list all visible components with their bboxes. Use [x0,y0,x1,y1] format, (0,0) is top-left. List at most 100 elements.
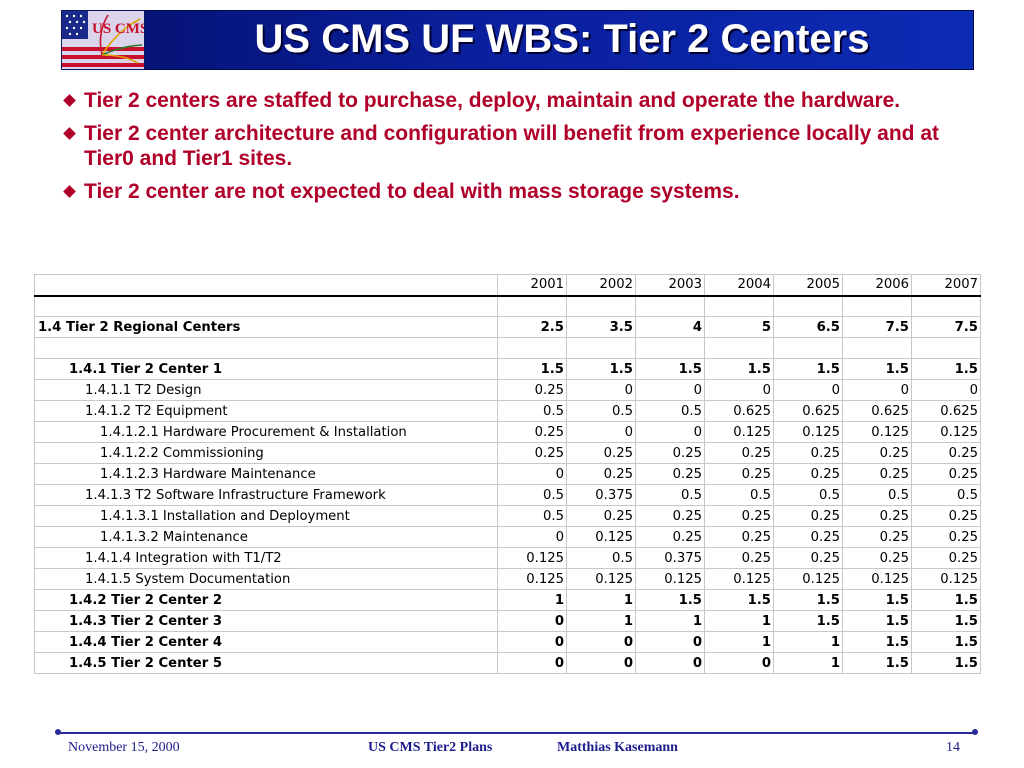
cell-value [911,337,981,359]
cell-value: 0 [497,652,567,674]
cell-value: 0 [773,379,843,401]
cell-value [773,295,843,317]
cell-value: 0.625 [704,400,774,422]
cell-value: 0 [566,631,636,653]
year-header: 2002 [566,274,636,297]
cell-value: 0.25 [635,442,705,464]
cell-value [773,337,843,359]
diamond-bullet-icon [63,94,76,107]
cell-value: 0.5 [566,547,636,569]
row-label: 1.4.1 Tier 2 Center 1 [34,358,498,380]
cell-value [635,337,705,359]
cell-value: 0 [497,610,567,632]
table-row: 1.4.1.2.2 Commissioning 0.25 0.25 0.25 0… [34,442,981,464]
cell-value: 0 [635,631,705,653]
diamond-bullet-icon [63,185,76,198]
cell-value: 0.25 [566,505,636,527]
cell-value: 0.25 [704,463,774,485]
table-row [34,337,981,359]
table-row: 1.4.1.3 T2 Software Infrastructure Frame… [34,484,981,506]
cell-value: 0.125 [704,568,774,590]
row-label [34,295,498,317]
cell-value: 0.25 [773,505,843,527]
bullet-item: Tier 2 center are not expected to deal w… [63,179,963,204]
cell-value: 1.5 [566,358,636,380]
page-number: 14 [946,740,960,755]
cell-value: 0.25 [704,442,774,464]
cell-value: 0.125 [911,421,981,443]
cell-value: 1.5 [773,610,843,632]
cell-value: 1.5 [842,652,912,674]
row-label: 1.4.5 Tier 2 Center 5 [34,652,498,674]
year-header: 2003 [635,274,705,297]
cell-value: 0.375 [635,547,705,569]
cell-value: 4 [635,316,705,338]
cell-value: 0.25 [911,442,981,464]
page-title: US CMS UF WBS: Tier 2 Centers [254,17,870,61]
footer-divider [58,732,976,734]
table-row: 1.4.1.2.3 Hardware Maintenance 0 0.25 0.… [34,463,981,485]
row-label: 1.4.2 Tier 2 Center 2 [34,589,498,611]
cell-value: 0.625 [842,400,912,422]
year-header: 2005 [773,274,843,297]
cell-value: 0.5 [911,484,981,506]
logo-text: US CMS [92,21,144,37]
cell-value: 0 [497,526,567,548]
cell-value: 7.5 [911,316,981,338]
cell-value: 7.5 [842,316,912,338]
cell-value: 1.5 [635,358,705,380]
table-row: 1.4.1 Tier 2 Center 1 1.5 1.5 1.5 1.5 1.… [34,358,981,380]
cell-value: 1.5 [773,589,843,611]
cell-value: 0.5 [704,484,774,506]
cell-value: 1.5 [704,589,774,611]
cell-value [911,295,981,317]
wbs-table: 2001 2002 2003 2004 2005 2006 2007 1.4 T… [34,274,981,674]
row-label [34,337,498,359]
cell-value: 1 [566,589,636,611]
cell-value: 0.25 [704,526,774,548]
cell-value: 3.5 [566,316,636,338]
cell-value: 1 [566,610,636,632]
cell-value: 0.25 [773,526,843,548]
cell-value: 0.25 [842,463,912,485]
cell-value: 0 [566,379,636,401]
table-row: 1.4.1.5 System Documentation 0.125 0.125… [34,568,981,590]
bullet-text: Tier 2 centers are staffed to purchase, … [84,89,901,112]
table-row: 1.4.1.4 Integration with T1/T2 0.125 0.5… [34,547,981,569]
row-label: 1.4.1.3.1 Installation and Deployment [34,505,498,527]
cell-value: 1.5 [773,358,843,380]
bullet-text: Tier 2 center are not expected to deal w… [84,180,740,203]
cell-value: 0.5 [635,400,705,422]
cell-value: 0.125 [497,547,567,569]
cell-value: 0.25 [842,526,912,548]
cell-value: 0.375 [566,484,636,506]
table-row: 1.4.1.2 T2 Equipment 0.5 0.5 0.5 0.625 0… [34,400,981,422]
cell-value: 0 [704,379,774,401]
row-label: 1.4.4 Tier 2 Center 4 [34,631,498,653]
cell-value: 1.5 [911,652,981,674]
cell-value [566,295,636,317]
row-label: 1.4.1.2.2 Commissioning [34,442,498,464]
cell-value: 0.125 [635,568,705,590]
table-row: 1.4.2 Tier 2 Center 2 1 1 1.5 1.5 1.5 1.… [34,589,981,611]
row-label: 1.4.1.2.1 Hardware Procurement & Install… [34,421,498,443]
table-row: 1.4.3 Tier 2 Center 3 0 1 1 1 1.5 1.5 1.… [34,610,981,632]
year-header: 2007 [911,274,981,297]
row-label: 1.4.1.4 Integration with T1/T2 [34,547,498,569]
cell-value [497,337,567,359]
cell-value: 0.25 [566,463,636,485]
cell-value: 1.5 [911,589,981,611]
year-header: 2004 [704,274,774,297]
cell-value: 0.25 [635,505,705,527]
bullet-item: Tier 2 centers are staffed to purchase, … [63,88,963,113]
cell-value: 0 [635,421,705,443]
cell-value: 0.25 [842,547,912,569]
cell-value: 1 [704,610,774,632]
cell-value: 0 [704,652,774,674]
cell-value: 0.25 [497,442,567,464]
row-label: 1.4.1.3.2 Maintenance [34,526,498,548]
table-row: 1.4.5 Tier 2 Center 5 0 0 0 0 1 1.5 1.5 [34,652,981,674]
cell-value: 0.5 [497,505,567,527]
bullet-item: Tier 2 center architecture and configura… [63,121,963,171]
table-row: 1.4 Tier 2 Regional Centers 2.5 3.5 4 5 … [34,316,981,338]
